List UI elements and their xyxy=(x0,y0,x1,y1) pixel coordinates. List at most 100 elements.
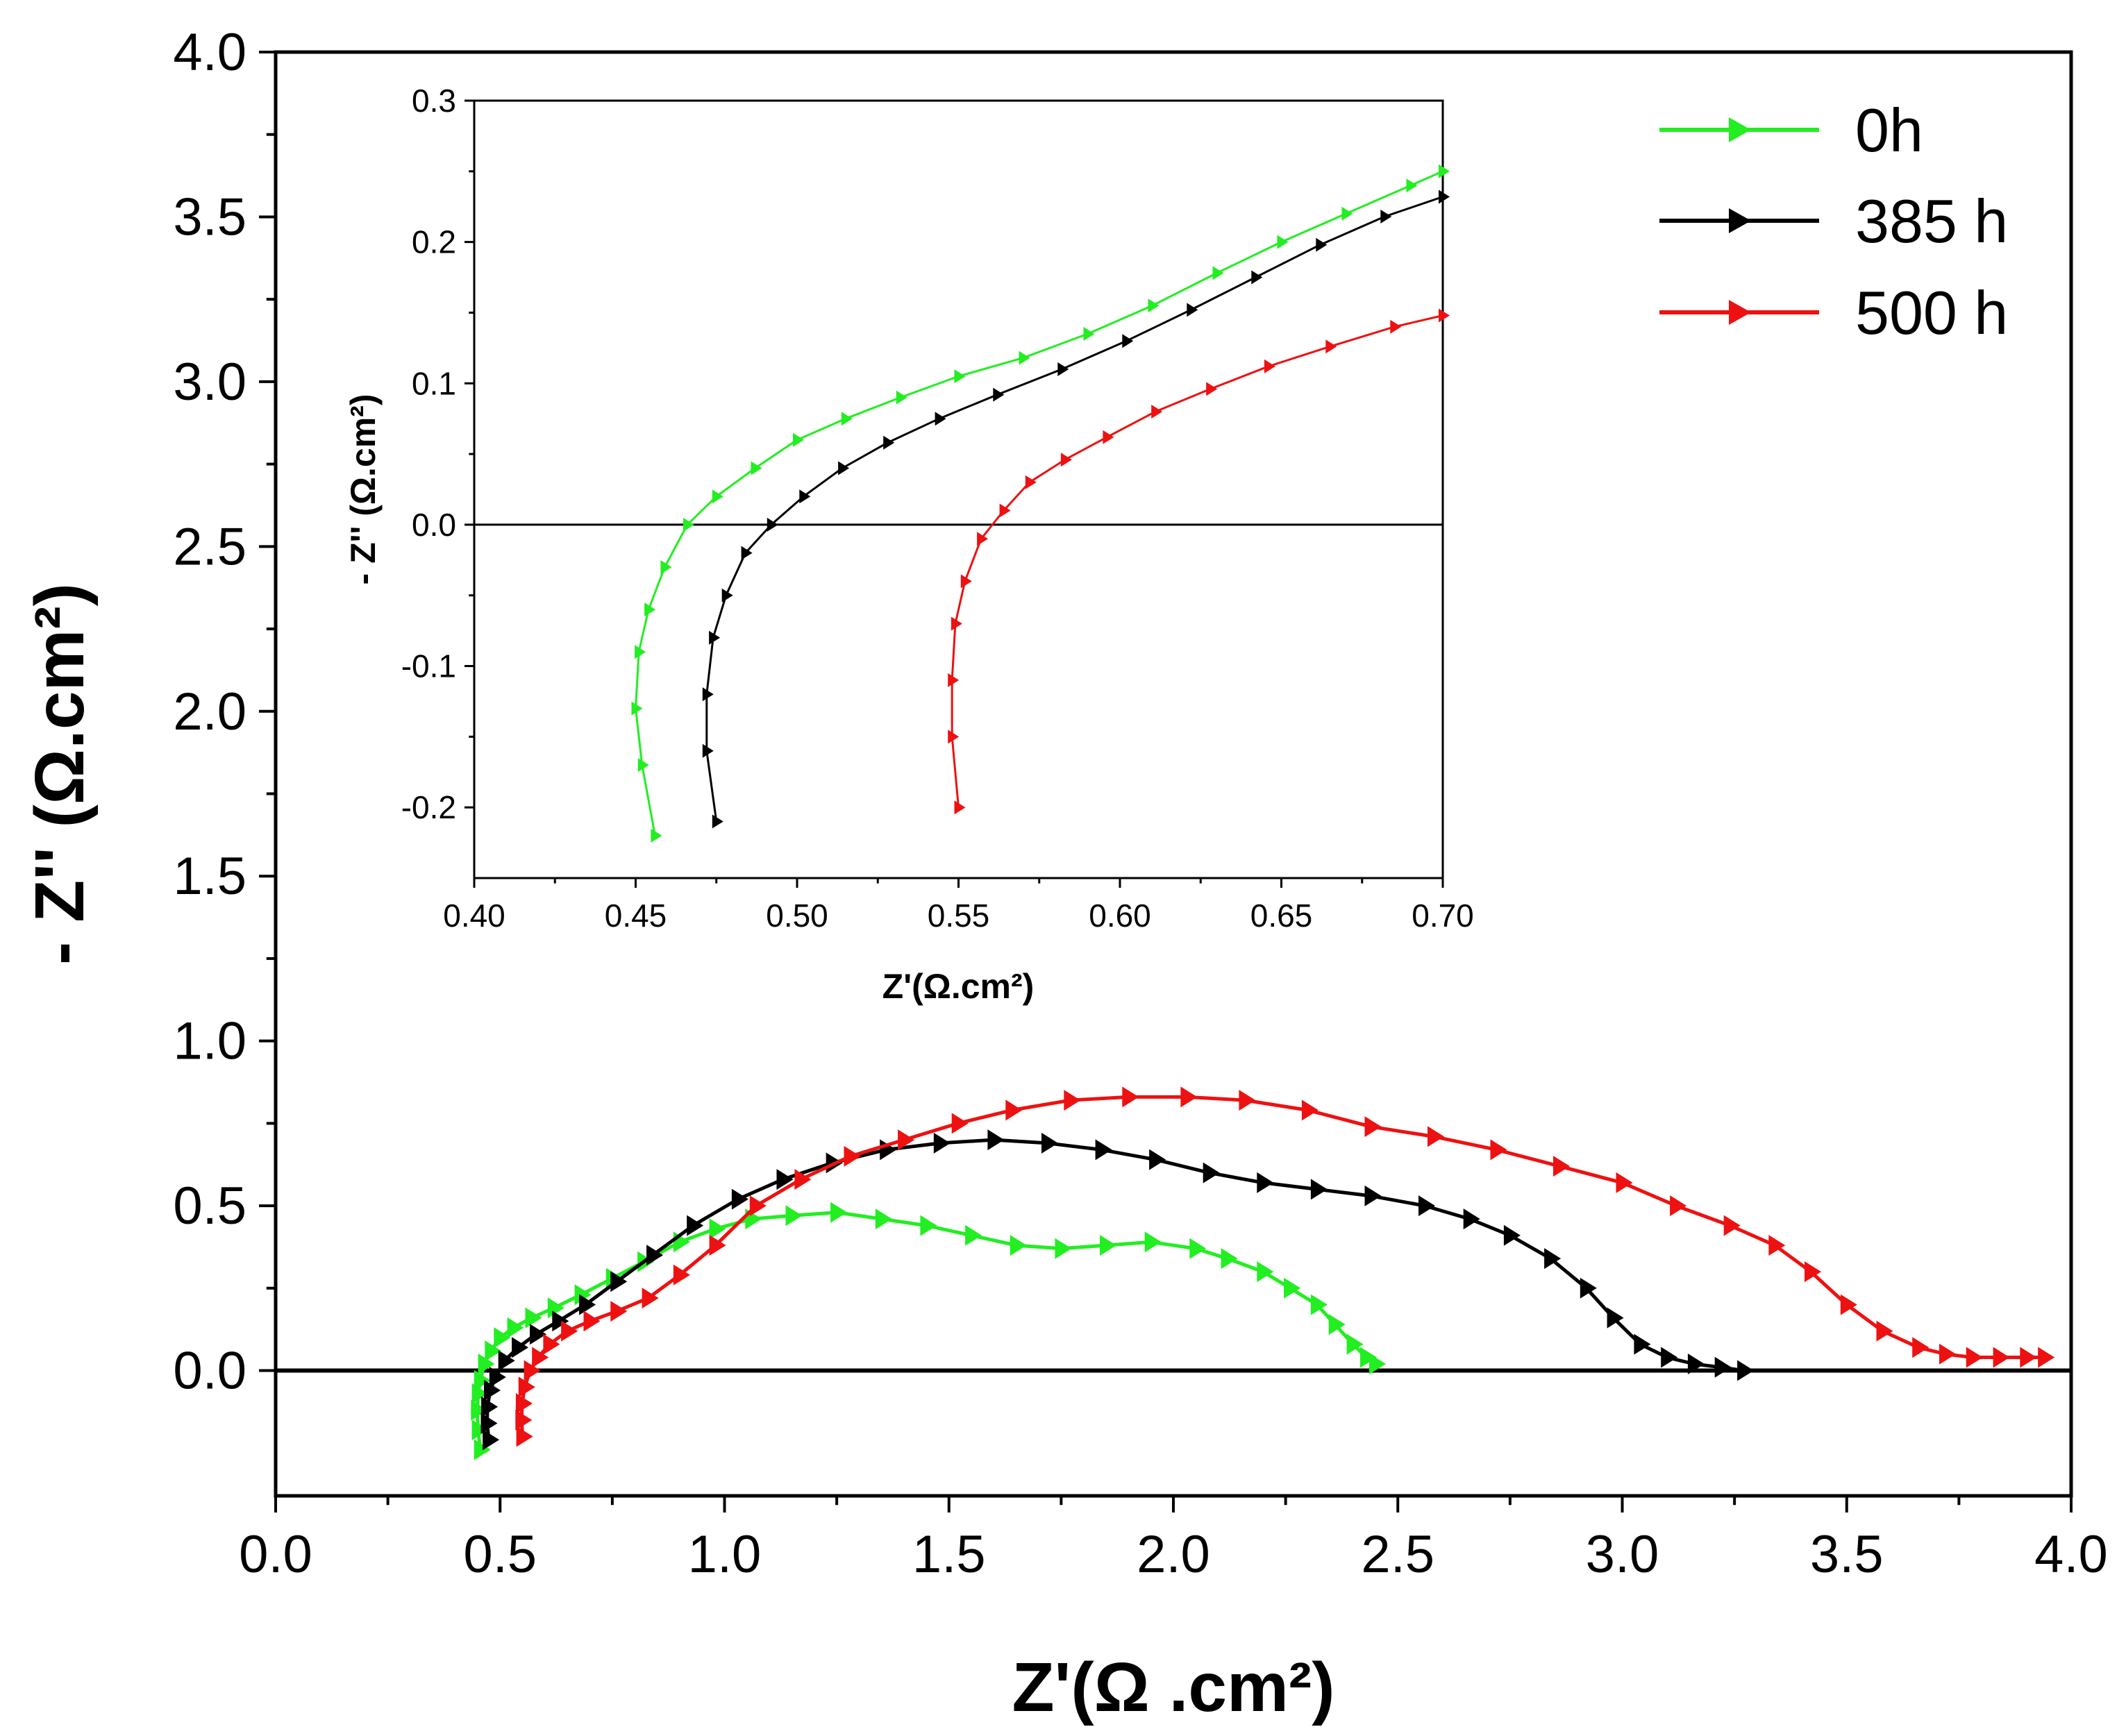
inset-series-500-h-point xyxy=(1264,359,1275,373)
inset-series-0h-point xyxy=(660,560,672,574)
main-series-0h-point xyxy=(474,1370,491,1391)
main-series-385-h-point xyxy=(933,1132,951,1154)
main-x-tick-label: 2.0 xyxy=(1137,1525,1210,1584)
legend-marker-0h xyxy=(1729,117,1751,142)
inset-series-385-h-point xyxy=(702,743,714,758)
main-series-500-h-point xyxy=(749,1195,767,1217)
main-series-0h-point xyxy=(574,1284,592,1306)
inset-series-0h-point xyxy=(1148,298,1160,313)
main-y-tick-label: 2.5 xyxy=(173,517,246,576)
main-y-tick-label: 0.0 xyxy=(173,1342,246,1401)
main-series-0h-point xyxy=(525,1307,542,1329)
main-series-385-h-point xyxy=(484,1380,501,1401)
legend-item-0h: 0h xyxy=(1659,96,1923,165)
main-series-500-h-point xyxy=(1428,1126,1444,1147)
inset-x-tick-label: 0.50 xyxy=(766,898,828,934)
inset-series-500-h-point xyxy=(1390,319,1402,334)
main-series-0h-point xyxy=(1100,1235,1116,1256)
inset-x-tick-label: 0.70 xyxy=(1412,898,1474,934)
inset-y-tick-label: 0.1 xyxy=(412,365,456,401)
main-series-385-h-point xyxy=(1607,1307,1624,1329)
legend-label-0h: 0h xyxy=(1855,96,1923,165)
main-series-500-h-point xyxy=(1840,1294,1857,1315)
main-x-tick-label: 1.5 xyxy=(912,1525,986,1584)
inset-x-tick-label: 0.65 xyxy=(1250,898,1313,934)
inset-y-axis-title: - Z'' (Ω.cm²) xyxy=(344,394,383,585)
inset-series-385-h-point xyxy=(883,435,895,450)
main-series-0h-point xyxy=(1284,1277,1301,1299)
main-series-500-h-point xyxy=(583,1311,601,1332)
inset-series-500-h-point xyxy=(948,730,960,744)
main-series-385-h-point xyxy=(1364,1185,1382,1206)
inset-series-385-h-point xyxy=(702,687,714,702)
main-y-axis-title: - Z'' (Ω.cm²) xyxy=(21,583,99,965)
main-series-500-h-point xyxy=(1912,1337,1930,1358)
inset-series-385-h-point xyxy=(1057,362,1069,376)
main-series-0h-point xyxy=(1257,1261,1274,1283)
inset-series-500-h-point xyxy=(999,503,1011,518)
main-series-385-h-point xyxy=(1580,1277,1597,1299)
inset-series-385-h-point xyxy=(935,412,946,426)
inset-series-500-h-point xyxy=(1103,430,1114,444)
main-series-385-h-point xyxy=(512,1337,529,1358)
main-series-0h-point xyxy=(875,1208,892,1230)
legend-marker-385h xyxy=(1729,208,1751,233)
main-series-0h-point xyxy=(1310,1294,1328,1315)
main-series-385-h-point xyxy=(1737,1360,1755,1381)
main-series-385-h-point xyxy=(552,1311,569,1332)
main-series-385-h-point xyxy=(1661,1347,1678,1368)
main-series-385-h-point xyxy=(498,1350,515,1372)
legend: 0h 385 h 500 h xyxy=(1659,96,2008,347)
main-series-500-h-point xyxy=(1805,1261,1821,1283)
inset-series-385-h-point xyxy=(721,588,733,602)
inset-x-tick-label: 0.45 xyxy=(605,898,667,934)
main-series-500-h xyxy=(515,1086,2055,1447)
inset-series-0h-point xyxy=(841,412,853,426)
inset-series-500-h-point xyxy=(1439,308,1450,323)
main-series-500-h-point xyxy=(561,1320,578,1342)
inset-series-385-h-point xyxy=(1316,237,1328,252)
main-series-0h-point xyxy=(1144,1231,1162,1253)
main-series-385-h-point xyxy=(579,1294,596,1315)
inset-series-385-h-point xyxy=(1380,210,1392,224)
main-series-0h-point xyxy=(547,1297,564,1319)
main-series-385-h-point xyxy=(1687,1354,1705,1374)
inset-series-0h-point xyxy=(712,489,723,504)
main-series-500-h-point xyxy=(515,1409,533,1431)
inset-series-0h-point xyxy=(1212,266,1224,280)
main-series-385-h-point xyxy=(1418,1195,1435,1217)
inset-series-0h-point xyxy=(793,432,804,447)
inset-series-0h-point xyxy=(1277,235,1289,249)
main-series-385-h-point xyxy=(1310,1179,1328,1200)
main-series-385-h-point xyxy=(480,1413,498,1434)
main-series-0h-point xyxy=(474,1439,491,1460)
main-series-500-h-point xyxy=(898,1129,915,1151)
main-x-tick-label: 0.0 xyxy=(239,1525,312,1584)
main-series-385-h-point xyxy=(1257,1172,1274,1193)
inset-series-500-h xyxy=(948,308,1450,815)
inset-series-385-h-point xyxy=(712,814,723,829)
inset-y-tick-label: -0.1 xyxy=(401,648,456,684)
main-series-500-h-point xyxy=(1490,1139,1507,1161)
main-series-0h-point xyxy=(965,1224,982,1246)
main-series-500-h-point xyxy=(1239,1090,1256,1111)
main-series-500-h-point xyxy=(1553,1156,1570,1177)
inset-series-500-h-point xyxy=(960,574,972,589)
main-series-500-h-point xyxy=(1993,1347,2010,1368)
inset-series-385-h-point xyxy=(838,461,850,475)
main-series-500-h-point xyxy=(1876,1320,1893,1342)
main-series-385-h-point xyxy=(1634,1333,1651,1355)
main-series-500-h-point xyxy=(1939,1343,1956,1365)
main-series-385-h-point xyxy=(646,1245,664,1266)
main-series-385-h-point xyxy=(1503,1224,1521,1246)
main-series-385-h-point xyxy=(1203,1162,1220,1183)
main-x-tick-label: 3.0 xyxy=(1586,1525,1659,1584)
inset-series-385-h-point xyxy=(709,630,721,645)
main-series-385-h xyxy=(480,1129,1755,1451)
inset-series-385-h-point xyxy=(1187,303,1198,317)
inset-series-385-h xyxy=(702,189,1450,829)
inset-y-tick-label: 0.2 xyxy=(412,224,456,260)
inset-series-500-h-point xyxy=(1060,453,1072,467)
main-series-500-h-point xyxy=(1064,1090,1081,1111)
